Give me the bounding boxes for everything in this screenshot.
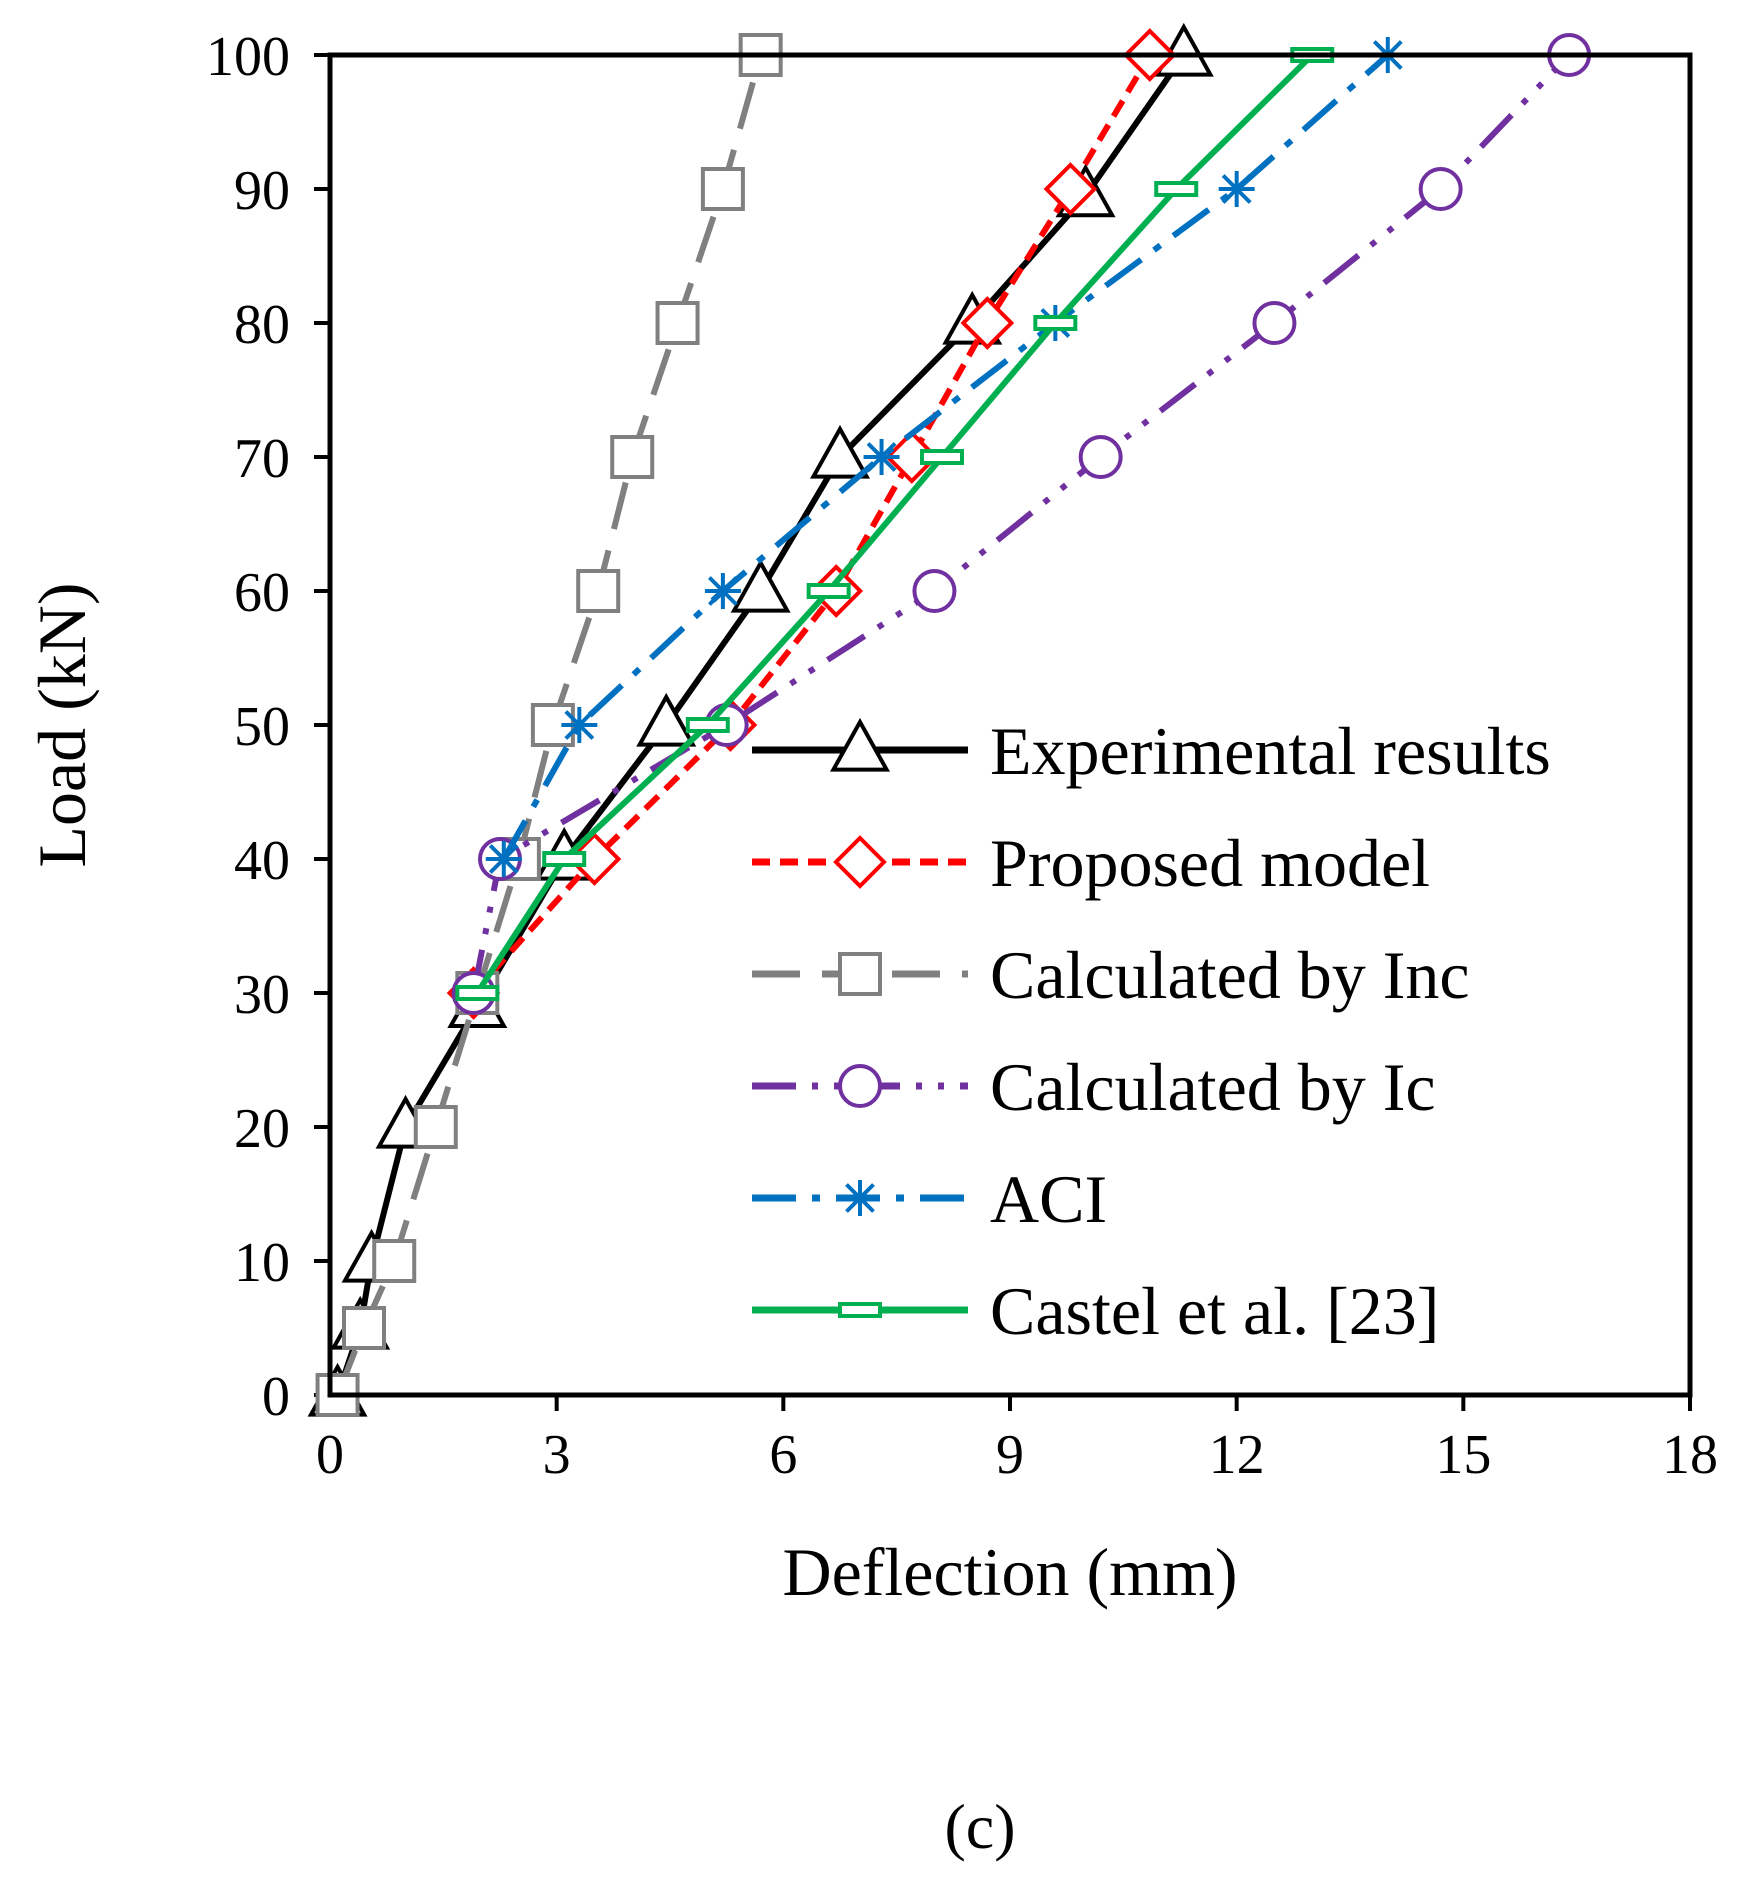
legend-label: Calculated by Ic xyxy=(990,1049,1436,1125)
axis-ticks: 0 3 6 9 12 15 18 0 10 20 30 40 50 60 70 80 90 100 xyxy=(206,26,1718,1486)
legend-marker xyxy=(842,1180,878,1216)
data-point xyxy=(806,583,851,599)
data-point xyxy=(685,717,730,733)
legend-marker xyxy=(838,1302,882,1318)
x-tick-label: 9 xyxy=(996,1424,1024,1486)
data-point xyxy=(485,841,522,877)
y-axis-title: Load (kN) xyxy=(24,582,100,867)
legend-marker xyxy=(838,952,882,996)
data-point xyxy=(372,1239,417,1283)
legend-marker xyxy=(829,717,891,772)
legend-entry: ACI xyxy=(752,1161,1107,1237)
data-point xyxy=(342,1306,386,1350)
legend-marker xyxy=(833,835,887,889)
data-point xyxy=(960,296,1015,350)
data-point xyxy=(1078,435,1123,479)
legend-label: Experimental results xyxy=(990,713,1551,789)
legend: Experimental results Proposed model Calcul… xyxy=(752,713,1551,1349)
x-tick-label: 18 xyxy=(1662,1424,1718,1486)
data-point xyxy=(455,985,500,1001)
legend-entry: Experimental results xyxy=(752,713,1551,789)
y-tick-label: 80 xyxy=(234,294,290,356)
y-tick-label: 30 xyxy=(234,964,290,1026)
data-point xyxy=(610,435,655,479)
data-point xyxy=(636,692,697,747)
x-axis-title: Deflection (mm) xyxy=(782,1534,1237,1610)
legend-entry: Castel et al. [23] xyxy=(752,1273,1439,1349)
legend-label: Calculated by Inc xyxy=(990,937,1470,1013)
data-point xyxy=(863,439,900,475)
data-point xyxy=(655,301,700,345)
y-tick-label: 100 xyxy=(206,26,290,88)
legend-label: ACI xyxy=(990,1161,1107,1237)
legend-label: Castel et al. [23] xyxy=(990,1273,1439,1349)
data-point xyxy=(542,851,587,867)
y-tick-label: 40 xyxy=(234,830,290,892)
y-tick-label: 20 xyxy=(234,1098,290,1160)
plot-area-frame xyxy=(327,52,1693,1398)
data-point xyxy=(730,558,791,613)
legend-label: Proposed model xyxy=(990,825,1430,901)
data-point xyxy=(704,573,741,609)
series-line xyxy=(471,53,1153,996)
data-point xyxy=(912,569,957,613)
data-point xyxy=(1154,181,1199,197)
data-point xyxy=(1043,162,1098,216)
data-point xyxy=(1218,171,1255,207)
legend-marker xyxy=(838,1064,882,1108)
x-tick-label: 15 xyxy=(1435,1424,1491,1486)
y-tick-label: 0 xyxy=(262,1366,290,1428)
series-line xyxy=(474,52,1315,995)
legend-entry: Calculated by Ic xyxy=(752,1049,1436,1125)
data-point xyxy=(1252,301,1297,345)
data-point xyxy=(1418,167,1463,211)
series-line xyxy=(470,52,1572,994)
data-point xyxy=(561,707,598,743)
data-point xyxy=(1033,315,1078,331)
data-point xyxy=(809,424,871,479)
data-point xyxy=(700,167,745,211)
y-tick-label: 50 xyxy=(234,696,290,758)
data-point xyxy=(920,449,964,465)
legend-entry: Calculated by Inc xyxy=(752,937,1470,1013)
series-line xyxy=(334,54,764,1397)
x-tick-label: 3 xyxy=(543,1424,571,1486)
y-tick-label: 10 xyxy=(234,1232,290,1294)
y-tick-label: 70 xyxy=(234,428,290,490)
data-point xyxy=(576,569,621,613)
panel-label: (c) xyxy=(944,1791,1015,1862)
x-tick-label: 12 xyxy=(1209,1424,1265,1486)
y-tick-label: 60 xyxy=(234,562,290,624)
x-tick-label: 0 xyxy=(316,1424,344,1486)
legend-entry: Proposed model xyxy=(752,825,1430,901)
x-tick-label: 6 xyxy=(769,1424,797,1486)
y-tick-label: 90 xyxy=(234,160,290,222)
series-lines xyxy=(307,22,1592,1417)
data-point xyxy=(413,1105,458,1149)
